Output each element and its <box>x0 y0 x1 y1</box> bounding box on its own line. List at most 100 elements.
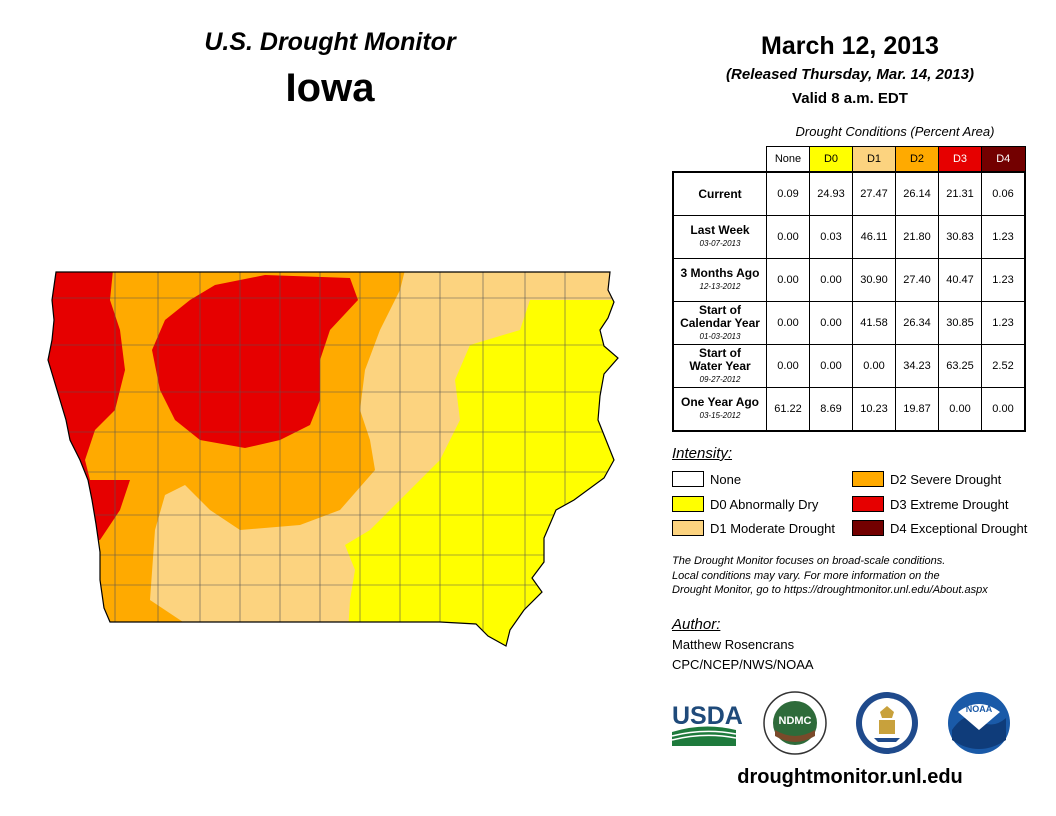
table-cell: 26.34 <box>895 301 939 345</box>
table-cell: 0.00 <box>852 344 896 388</box>
row-date: 03-15-2012 <box>699 411 741 420</box>
table-header-row: None D0 D1 D2 D3 D4 <box>673 146 1026 173</box>
valid-time: Valid 8 a.m. EDT <box>792 90 908 107</box>
row-label: One Year Ago 03-15-2012 <box>672 387 767 432</box>
d3-west-area <box>48 272 130 560</box>
table-cell: 0.09 <box>766 171 810 216</box>
map-title: U.S. Drought Monitor <box>204 28 456 56</box>
table-row: Start of Calendar Year 01-03-2013 0.00 0.00 4… <box>672 301 1026 345</box>
column-header-d2: D2 <box>895 146 939 173</box>
legend-swatch <box>672 496 704 512</box>
legend-label: D4 Exceptional Drought <box>890 520 1028 536</box>
table-cell: 0.00 <box>981 387 1026 432</box>
disclaimer-note: The Drought Monitor focuses on broad-sca… <box>672 554 1052 598</box>
row-label-line: Last Week <box>690 223 750 237</box>
legend-item-d2: D2 Severe Drought <box>852 471 1001 487</box>
legend-swatch <box>672 520 704 536</box>
table-cell: 61.22 <box>766 387 810 432</box>
legend-label: None <box>710 471 742 487</box>
legend-item-d4: D4 Exceptional Drought <box>852 520 1027 536</box>
row-label-line: Water Year <box>689 358 751 373</box>
table-cell: 0.00 <box>766 215 810 259</box>
noaa-logo: NOAA <box>948 692 1010 754</box>
row-date: 03-07-2013 <box>699 239 741 248</box>
table-cell: 0.06 <box>981 171 1026 216</box>
note-line: Drought Monitor, go to https://droughtmo… <box>672 584 988 596</box>
row-label: Start of Water Year 09-27-2012 <box>672 344 767 388</box>
legend-item-none: None <box>672 471 741 487</box>
table-cell: 1.23 <box>981 258 1026 302</box>
table-cell: 27.47 <box>852 171 896 216</box>
table-cell: 8.69 <box>809 387 853 432</box>
row-label-line: Start of <box>699 302 741 317</box>
row-label-line: Start of <box>699 345 741 360</box>
noaa-logo-text: NOAA <box>966 704 993 714</box>
table-cell: 1.23 <box>981 215 1026 259</box>
iowa-state-outline <box>47 271 619 647</box>
legend-item-d0: D0 Abnormally Dry <box>672 496 818 512</box>
legend-title: Intensity: <box>672 445 733 462</box>
table-cell: 1.23 <box>981 301 1026 345</box>
table-cell: 30.90 <box>852 258 896 302</box>
legend-item-d3: D3 Extreme Drought <box>852 496 1009 512</box>
note-line: Local conditions may vary. For more info… <box>672 569 940 582</box>
column-header-none: None <box>766 146 810 173</box>
table-cell: 41.58 <box>852 301 896 345</box>
table-cell: 24.93 <box>809 171 853 216</box>
table-row: Current 0.09 24.93 27.47 26.14 21.31 0.06 <box>672 171 1026 216</box>
column-header-d0: D0 <box>809 146 853 173</box>
website-url: droughtmonitor.unl.edu <box>737 766 963 788</box>
legend-label: D1 Moderate Drought <box>710 520 836 536</box>
row-date: 01-03-2013 <box>699 331 741 341</box>
table-cell: 46.11 <box>852 215 896 259</box>
table-cell: 0.00 <box>766 258 810 302</box>
column-header-d3: D3 <box>938 146 982 173</box>
column-header-d1: D1 <box>852 146 896 173</box>
usda-logo-text: USDA <box>672 702 742 730</box>
table-cell: 0.00 <box>766 344 810 388</box>
state-name: Iowa <box>285 66 375 110</box>
table-cell: 0.00 <box>809 258 853 302</box>
table-cell: 30.83 <box>938 215 982 259</box>
row-label: Current <box>672 171 767 216</box>
table-cell: 26.14 <box>895 171 939 216</box>
table-cell: 21.80 <box>895 215 939 259</box>
legend-swatch <box>852 471 884 487</box>
iowa-drought-map <box>47 271 619 647</box>
column-header-d4: D4 <box>981 146 1026 173</box>
table-corner <box>673 146 767 173</box>
table-cell: 0.00 <box>766 301 810 345</box>
table-cell: 2.52 <box>981 344 1026 388</box>
table-row: Start of Water Year 09-27-2012 0.00 0.00 0.00… <box>672 344 1026 388</box>
table-cell: 0.00 <box>809 344 853 388</box>
table-cell: 40.47 <box>938 258 982 302</box>
drought-stats-table: None D0 D1 D2 D3 D4 Current 0.09 24.93 27.47 26.14… <box>672 146 1026 432</box>
row-label-line: 3 Months Ago <box>680 266 760 280</box>
ndmc-logo: NDMC <box>763 691 827 755</box>
table-cell: 34.23 <box>895 344 939 388</box>
release-date: (Released Thursday, Mar. 14, 2013) <box>726 66 974 83</box>
row-label-line: Current <box>698 186 742 201</box>
legend-swatch <box>852 496 884 512</box>
row-label-line: Calendar Year <box>680 315 760 330</box>
d3-central-area <box>152 275 358 448</box>
legend-item-d1: D1 Moderate Drought <box>672 520 835 536</box>
author-name: Matthew Rosencrans <box>672 637 795 652</box>
table-row: Last Week 03-07-2013 0.00 0.03 46.11 21.80 30.… <box>672 215 1026 259</box>
table-cell: 0.00 <box>809 301 853 345</box>
table-row: One Year Ago 03-15-2012 61.22 8.69 10.23 19.8… <box>672 387 1026 432</box>
legend-swatch <box>852 520 884 536</box>
table-cell: 10.23 <box>852 387 896 432</box>
note-line: The Drought Monitor focuses on broad-sca… <box>672 555 946 567</box>
row-date: 09-27-2012 <box>699 374 741 384</box>
table-cell: 27.40 <box>895 258 939 302</box>
legend-label: D2 Severe Drought <box>890 471 1002 487</box>
row-label: Start of Calendar Year 01-03-2013 <box>672 301 767 345</box>
legend-label: D0 Abnormally Dry <box>710 496 819 512</box>
usda-logo: USDA <box>671 702 742 746</box>
author-org: CPC/NCEP/NWS/NOAA <box>672 657 814 672</box>
table-cell: 19.87 <box>895 387 939 432</box>
legend-label: D3 Extreme Drought <box>890 496 1009 512</box>
map-date: March 12, 2013 <box>761 32 939 60</box>
table-cell: 30.85 <box>938 301 982 345</box>
